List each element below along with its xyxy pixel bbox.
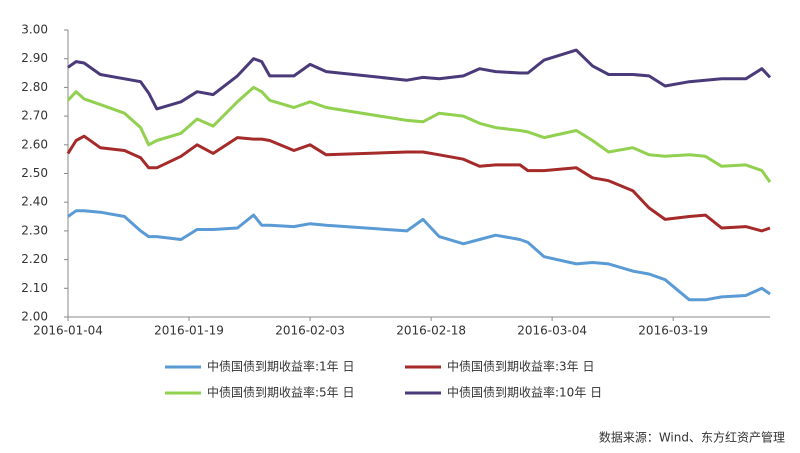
x-tick-label: 2016-01-04 <box>33 324 103 338</box>
y-tick-label: 2.80 <box>21 80 48 94</box>
y-tick-label: 2.30 <box>21 223 48 237</box>
legend-label: 中债国债到期收益率:10年 日 <box>447 385 602 400</box>
y-tick-label: 2.40 <box>21 195 48 209</box>
y-tick-label: 2.50 <box>21 166 48 180</box>
y-tick-label: 3.00 <box>21 23 48 37</box>
legend-label: 中债国债到期收益率:5年 日 <box>207 385 355 400</box>
source-note: 数据来源：Wind、东方红资产管理 <box>599 430 785 445</box>
y-tick-label: 2.10 <box>21 281 48 295</box>
x-tick-label: 2016-01-19 <box>154 324 224 338</box>
series-line <box>67 209 771 302</box>
series-line <box>67 48 772 111</box>
y-tick-label: 2.20 <box>21 252 48 266</box>
series-line <box>66 85 772 183</box>
legend-label: 中债国债到期收益率:1年 日 <box>207 359 355 374</box>
x-tick-label: 2016-03-04 <box>517 324 587 338</box>
y-tick-label: 2.70 <box>21 109 48 123</box>
x-tick-label: 2016-02-03 <box>275 324 345 338</box>
y-tick-label: 2.90 <box>21 51 48 65</box>
y-tick-label: 2.00 <box>21 310 48 324</box>
series-line <box>66 134 771 233</box>
x-tick-label: 2016-02-18 <box>396 324 466 338</box>
y-tick-label: 2.60 <box>21 137 48 151</box>
x-tick-label: 2016-03-19 <box>638 324 708 338</box>
legend-label: 中债国债到期收益率:3年 日 <box>447 359 595 374</box>
